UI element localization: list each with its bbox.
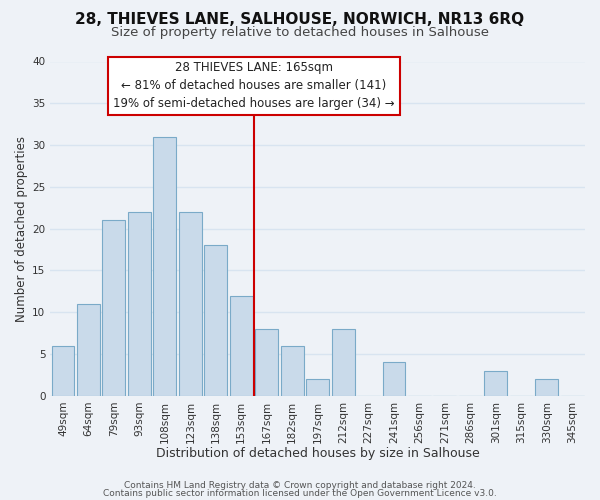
X-axis label: Distribution of detached houses by size in Salhouse: Distribution of detached houses by size … [156, 447, 479, 460]
Bar [205, 246, 227, 396]
Bar [281, 346, 304, 396]
Bar [154, 136, 176, 396]
Bar [535, 379, 558, 396]
Text: Contains HM Land Registry data © Crown copyright and database right 2024.: Contains HM Land Registry data © Crown c… [124, 481, 476, 490]
Bar [179, 212, 202, 396]
Bar [332, 329, 355, 396]
Text: 28, THIEVES LANE, SALHOUSE, NORWICH, NR13 6RQ: 28, THIEVES LANE, SALHOUSE, NORWICH, NR1… [76, 12, 524, 28]
Text: 28 THIEVES LANE: 165sqm
← 81% of detached houses are smaller (141)
19% of semi-d: 28 THIEVES LANE: 165sqm ← 81% of detache… [113, 62, 395, 110]
Bar [103, 220, 125, 396]
Bar [230, 296, 253, 396]
Y-axis label: Number of detached properties: Number of detached properties [15, 136, 28, 322]
Text: Size of property relative to detached houses in Salhouse: Size of property relative to detached ho… [111, 26, 489, 39]
Text: Contains public sector information licensed under the Open Government Licence v3: Contains public sector information licen… [103, 488, 497, 498]
Bar [77, 304, 100, 396]
Bar [128, 212, 151, 396]
Bar [255, 329, 278, 396]
Bar [484, 371, 508, 396]
Bar [383, 362, 406, 396]
Bar [306, 379, 329, 396]
Bar [52, 346, 74, 396]
